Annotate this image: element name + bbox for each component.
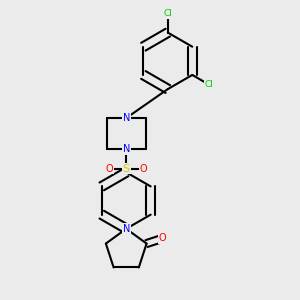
Text: O: O (140, 164, 147, 174)
Text: N: N (122, 224, 130, 234)
Text: N: N (122, 144, 130, 154)
Text: Cl: Cl (205, 80, 214, 89)
Text: N: N (122, 113, 130, 123)
Text: Cl: Cl (164, 9, 172, 18)
Text: O: O (158, 233, 166, 244)
Text: S: S (123, 164, 130, 174)
Text: O: O (105, 164, 113, 174)
